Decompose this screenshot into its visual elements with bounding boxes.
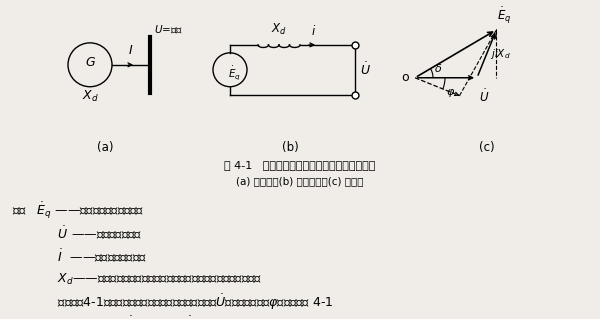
Text: 式中   $\dot{E}_q$ ——发电机的感应电动势；: 式中 $\dot{E}_q$ ——发电机的感应电动势； (12, 200, 145, 221)
Text: o: o (401, 71, 409, 84)
Text: G: G (85, 56, 95, 69)
Text: $\dot{E}_q$: $\dot{E}_q$ (227, 64, 241, 82)
Text: $X_d$: $X_d$ (82, 89, 98, 104)
Text: $\dot{E}_q$: $\dot{E}_q$ (497, 5, 512, 26)
Text: 图 4-1   发电机与无限大容量系统母线并联运行: 图 4-1 发电机与无限大容量系统母线并联运行 (224, 160, 376, 170)
Text: （c）所示的相量图。图中发电机电动势$\dot{E}_q$与机端母线电压$\dot{U}$之间的夹角$\delta$称为发电机的功率: （c）所示的相量图。图中发电机电动势$\dot{E}_q$与机端母线电压$\do… (12, 315, 283, 319)
Text: $X_d$: $X_d$ (271, 22, 287, 37)
Text: $i$: $i$ (311, 24, 317, 38)
Text: 根据式（4-1），设发电机向系统输出电流滑后端电压$\dot{U}$，功率因数角为$\varphi$，可作出图 4-1: 根据式（4-1），设发电机向系统输出电流滑后端电压$\dot{U}$，功率因数角… (42, 292, 334, 312)
Text: $I$: $I$ (128, 44, 134, 57)
Text: (a) 接线图；(b) 等値电路；(c) 相量图: (a) 接线图；(b) 等値电路；(c) 相量图 (236, 176, 364, 186)
Text: (b): (b) (281, 141, 298, 154)
Text: $\dot{U}$: $\dot{U}$ (360, 62, 371, 78)
Text: $\delta$: $\delta$ (434, 62, 442, 74)
Text: $\dot{I}$  ——发电机输出电流；: $\dot{I}$ ——发电机输出电流； (42, 248, 147, 265)
Text: (a): (a) (97, 141, 113, 154)
Text: (c): (c) (479, 141, 495, 154)
Text: $\dot{U}$: $\dot{U}$ (479, 89, 490, 105)
Text: $U$=常数: $U$=常数 (154, 23, 183, 35)
Text: $j{\it i}X_d$: $j{\it i}X_d$ (490, 47, 511, 61)
Text: $\dot{U}$ ——发电机端电压；: $\dot{U}$ ——发电机端电压； (42, 225, 142, 242)
Text: $\varphi$: $\varphi$ (446, 87, 455, 99)
Text: $X_d$——发电机的同步电抗（电枢反应电抗与定子端漏电抗之和）。: $X_d$——发电机的同步电抗（电枢反应电抗与定子端漏电抗之和）。 (42, 271, 262, 287)
